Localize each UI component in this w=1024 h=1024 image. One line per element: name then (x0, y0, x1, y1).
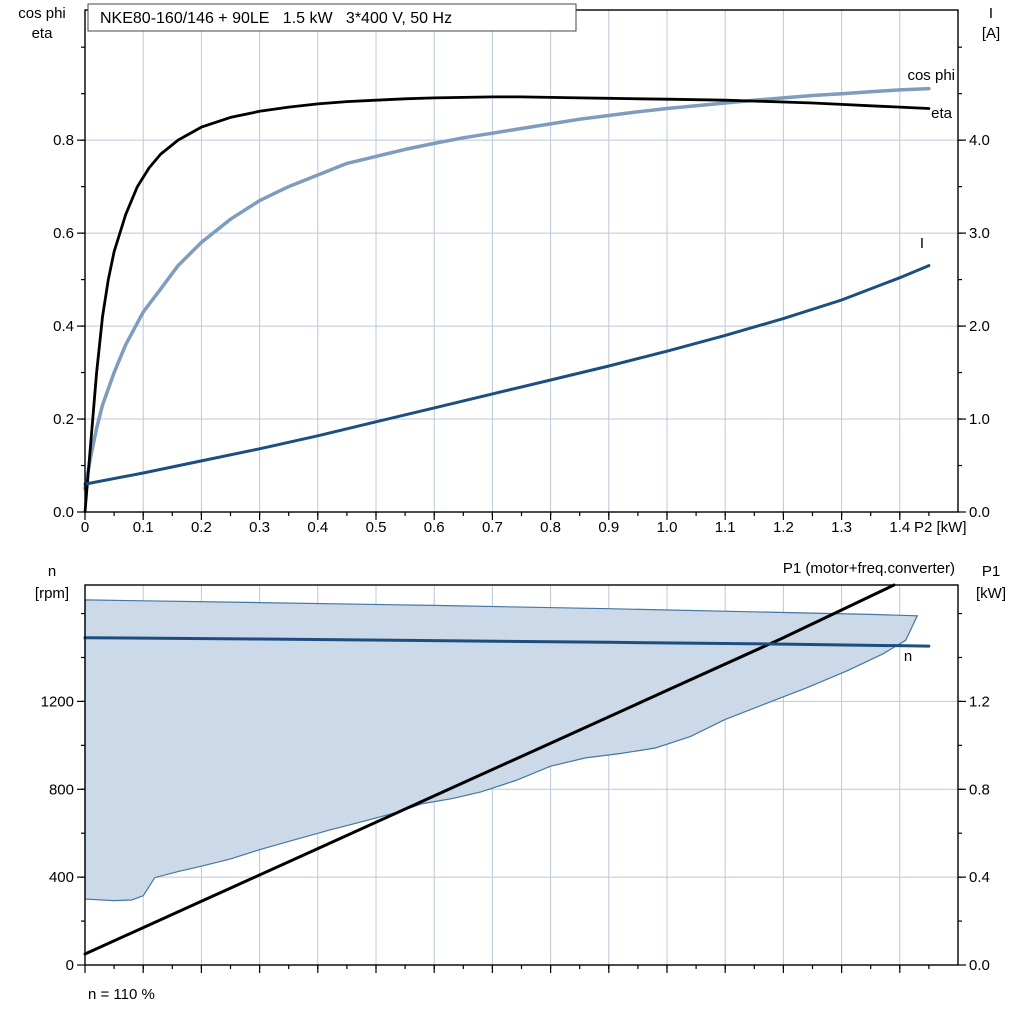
static-labels: cos phi eta I [A] NKE80-160/146 + 90LE 1… (18, 3, 1006, 1003)
p1-curve-label: P1 (motor+freq.converter) (783, 560, 955, 577)
n-curve-label: n (904, 648, 912, 665)
y-tick-label-left: 0.2 (53, 411, 74, 428)
y-tick-label-left: 0 (66, 957, 74, 974)
x-tick-label: 0.8 (540, 519, 561, 536)
n-axis-title: n (48, 563, 56, 580)
p1-axis-title: P1 (982, 563, 1000, 580)
y-tick-label-right: 4.0 (969, 132, 990, 149)
x-tick-label: 0.3 (249, 519, 270, 536)
x-tick-label: 0.9 (598, 519, 619, 536)
x-tick-label: 0.1 (133, 519, 154, 536)
y-tick-label-right: 1.0 (969, 411, 990, 428)
cos-phi-curve-label: cos phi (907, 67, 955, 84)
left-axis-title-cosphi: cos phi (18, 5, 66, 22)
chart-title: NKE80-160/146 + 90LE 1.5 kW 3*400 V, 50 … (100, 10, 452, 27)
y-tick-label-right: 0.8 (969, 781, 990, 798)
title-box (87, 3, 577, 32)
x-tick-label: 1.0 (657, 519, 678, 536)
p1-axis-unit: [kW] (976, 585, 1006, 602)
x-tick-label: 0.5 (366, 519, 387, 536)
plot-frame (84, 9, 959, 513)
x-tick-label: 0.2 (191, 519, 212, 536)
n-axis-unit: [rpm] (35, 585, 69, 602)
right-axis-title-current: I (989, 5, 993, 22)
speed-range-band (84, 599, 919, 902)
x-tick-label: 0 (81, 519, 89, 536)
y-tick-label-left: 0.0 (53, 504, 74, 521)
chart-area-0: 0 0.1 0.2 0.3 0.4 0.5 0.6 0.7 0.8 0.9 1.0 1.1 1.2 1.3… (53, 9, 990, 536)
x-tick-label: 1.3 (831, 519, 852, 536)
y-tick-label-right: 0.0 (969, 957, 990, 974)
cos-phi-curve (83, 86, 931, 491)
generated-plot-layers: 0 0.1 0.2 0.3 0.4 0.5 0.6 0.7 0.8 0.9 1.0 1.1 1.2 1.3… (41, 9, 990, 974)
y-tick-label-left: 400 (49, 869, 74, 886)
y-tick-label-right: 0.0 (969, 504, 990, 521)
y-tick-label-left: 0.4 (53, 318, 74, 335)
x-tick-label: 1.1 (715, 519, 736, 536)
y-tick-label-left: 0.8 (53, 132, 74, 149)
y-tick-label-right: 3.0 (969, 225, 990, 242)
current-curve-label: I (920, 235, 924, 252)
p1-motor-freq-converter-curve (83, 583, 896, 956)
y-tick-label-left: 1200 (41, 693, 74, 710)
x-tick-label: 1.4 (889, 519, 910, 536)
eta-curve (83, 95, 931, 514)
y-tick-label-right: 2.0 (969, 318, 990, 335)
y-tick-label-left: 0.6 (53, 225, 74, 242)
n-curve (83, 636, 931, 648)
x-tick-label: 0.4 (307, 519, 328, 536)
i-curve (83, 264, 931, 486)
x-tick-label: 0.6 (424, 519, 445, 536)
x-axis-label: P2 [kW] (914, 519, 967, 536)
y-tick-label-right: 0.4 (969, 869, 990, 886)
y-tick-label-left: 800 (49, 781, 74, 798)
eta-curve-label: eta (931, 105, 953, 122)
right-axis-title-current-unit: [A] (982, 25, 1000, 42)
y-tick-label-right: 1.2 (969, 693, 990, 710)
chart-area-1: 0 400 800 1200 0.0 0.4 0.8 1.2 (41, 583, 990, 974)
x-tick-label: 0.7 (482, 519, 503, 536)
speed-annotation: n = 110 % (88, 986, 155, 1003)
left-axis-title-eta: eta (32, 25, 54, 42)
x-tick-label: 1.2 (773, 519, 794, 536)
